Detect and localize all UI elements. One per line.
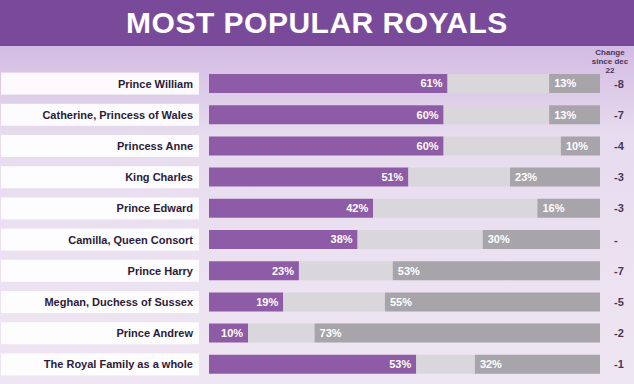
svg-text:Meghan, Duchess of Sussex: Meghan, Duchess of Sussex (44, 296, 193, 308)
html-text:MOST POPULAR ROYALS: MOST POPULAR ROYALS (126, 6, 508, 39)
svg-text:-1: -1 (614, 358, 624, 370)
svg-text:-: - (614, 234, 618, 246)
svg-text:-7: -7 (614, 265, 624, 277)
svg-text:Prince Andrew: Prince Andrew (116, 327, 193, 339)
svg-text:13%: 13% (554, 77, 576, 89)
svg-text:23%: 23% (272, 265, 294, 277)
svg-text:53%: 53% (398, 265, 420, 277)
svg-text:Prince William: Prince William (118, 78, 193, 90)
svg-text:Catherine, Princess of Wales: Catherine, Princess of Wales (42, 109, 193, 121)
svg-text:-2: -2 (614, 327, 624, 339)
html-text:Change since dec 22: Change since dec 22 (591, 48, 629, 75)
svg-text:-7: -7 (614, 109, 624, 121)
svg-text:Prince Harry: Prince Harry (128, 265, 194, 277)
svg-text:Princess Anne: Princess Anne (117, 140, 193, 152)
svg-text:55%: 55% (390, 296, 412, 308)
svg-text:10%: 10% (221, 327, 243, 339)
svg-text:16%: 16% (542, 202, 564, 214)
svg-text:Camilla, Queen Consort: Camilla, Queen Consort (68, 234, 193, 246)
svg-text:61%: 61% (420, 77, 442, 89)
svg-text:19%: 19% (256, 296, 278, 308)
svg-text:23%: 23% (515, 171, 537, 183)
svg-text:13%: 13% (554, 109, 576, 121)
svg-text:-3: -3 (614, 171, 624, 183)
svg-text:51%: 51% (381, 171, 403, 183)
svg-text:60%: 60% (417, 140, 439, 152)
svg-text:30%: 30% (488, 233, 510, 245)
svg-text:-3: -3 (614, 202, 624, 214)
svg-text:73%: 73% (320, 327, 342, 339)
svg-text:The Royal Family as a whole: The Royal Family as a whole (44, 358, 193, 370)
svg-text:60%: 60% (417, 109, 439, 121)
svg-text:10%: 10% (566, 140, 588, 152)
svg-text:Prince Edward: Prince Edward (117, 202, 193, 214)
svg-text:53%: 53% (389, 358, 411, 370)
svg-text:38%: 38% (331, 233, 353, 245)
svg-text:32%: 32% (480, 358, 502, 370)
svg-text:42%: 42% (346, 202, 368, 214)
svg-text:-4: -4 (614, 140, 625, 152)
svg-text:-8: -8 (614, 78, 624, 90)
svg-text:-5: -5 (614, 296, 624, 308)
svg-text:King Charles: King Charles (125, 171, 193, 183)
